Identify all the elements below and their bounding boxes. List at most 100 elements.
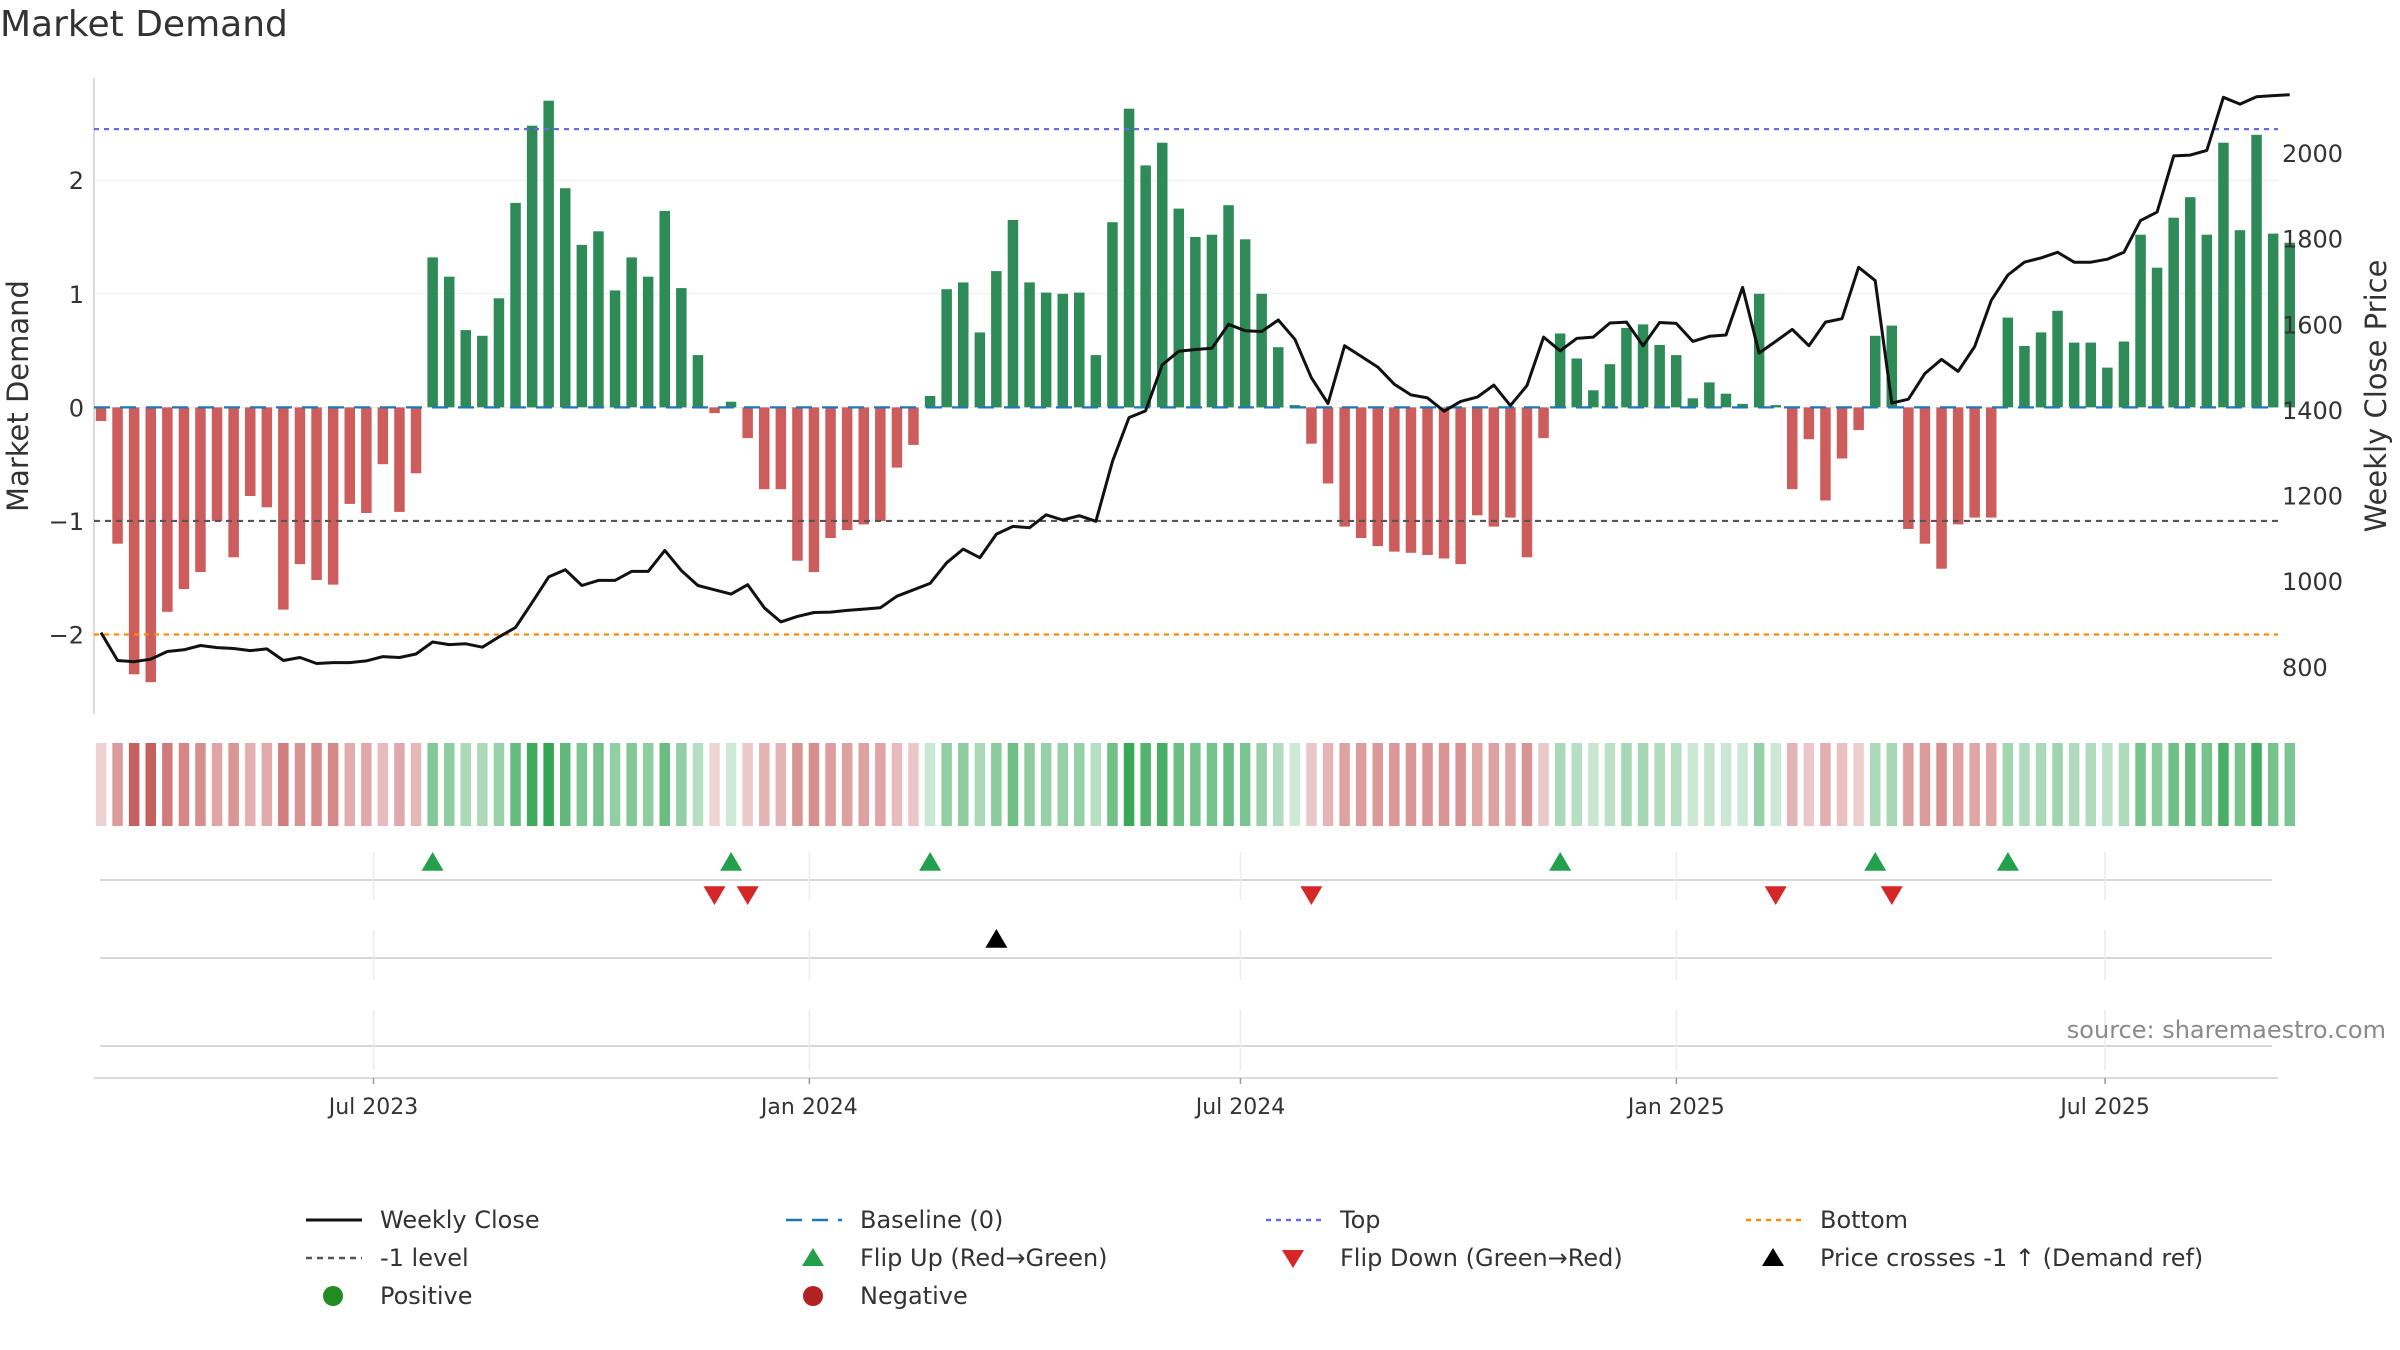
heat-cell xyxy=(195,743,206,826)
y-tick-label: 1 xyxy=(69,281,84,309)
negative-demand-bar xyxy=(1836,407,1848,459)
heat-cell xyxy=(1936,743,1947,826)
positive-demand-bar xyxy=(1024,282,1035,408)
legend-item-top: Top xyxy=(1260,1206,1381,1234)
heat-cell xyxy=(2151,743,2163,826)
heat-cell xyxy=(2185,743,2196,826)
heat-cell xyxy=(526,743,538,826)
negative-demand-bar xyxy=(311,407,322,580)
heat-cell xyxy=(808,743,820,826)
flip-up-marker xyxy=(421,852,444,871)
heat-cell xyxy=(2052,743,2063,826)
heat-cell xyxy=(1405,743,1417,826)
flip-down-marker xyxy=(1300,886,1323,905)
positive-demand-bar xyxy=(444,276,455,408)
heat-cell xyxy=(825,743,836,826)
positive-demand-bar xyxy=(1704,382,1715,408)
cross-swatch-icon xyxy=(1762,1248,1784,1266)
heat-cell xyxy=(178,743,190,826)
negative-demand-bar xyxy=(1488,407,1500,527)
negative-demand-bar xyxy=(95,407,107,421)
heat-cell xyxy=(991,743,1002,826)
legend-item-negative: Negative xyxy=(780,1282,968,1310)
legend-item-minus1: -1 level xyxy=(300,1244,469,1272)
heat-cell xyxy=(327,743,339,826)
heat-cell xyxy=(1422,743,1433,826)
x-tick-label: Jul 2023 xyxy=(327,1095,419,1120)
positive-demand-bar xyxy=(576,244,588,408)
positive-demand-bar xyxy=(2218,142,2229,408)
weekly-close-swatch-icon xyxy=(306,1218,362,1222)
price-line-layer xyxy=(99,93,2290,665)
positive-demand-bar xyxy=(2251,134,2262,408)
heat-cell xyxy=(228,743,239,826)
flip-down-swatch-icon xyxy=(1282,1250,1304,1268)
chart-title: Market Demand xyxy=(0,4,288,45)
positive-demand-bar xyxy=(1273,347,1284,408)
heat-strip xyxy=(95,743,2295,826)
y2-tick-label: 1800 xyxy=(2282,226,2343,254)
heat-cell xyxy=(891,743,903,826)
heat-cell xyxy=(112,743,123,826)
heat-cell xyxy=(775,743,787,826)
heat-cell xyxy=(1355,743,1367,826)
minus1-swatch-icon xyxy=(306,1256,362,1260)
positive-demand-bar xyxy=(1654,344,1665,408)
y2-tick-label: 1000 xyxy=(2282,568,2343,596)
positive-demand-bar xyxy=(1554,333,1566,408)
heat-cell xyxy=(1986,743,1997,826)
heat-cell xyxy=(311,743,322,826)
heat-cell xyxy=(2068,743,2080,826)
heat-cell xyxy=(1140,743,1151,826)
y-axis-label: Market Demand xyxy=(1,280,35,512)
negative-demand-bar xyxy=(145,407,156,683)
heat-cell xyxy=(941,743,952,826)
positive-demand-bar xyxy=(725,401,737,408)
heat-cell xyxy=(2035,743,2047,826)
negative-swatch-icon xyxy=(803,1286,823,1306)
negative-demand-bar xyxy=(858,407,869,525)
heat-cell xyxy=(841,743,853,826)
heat-cell xyxy=(1654,743,1665,826)
negative-demand-bar xyxy=(361,407,372,513)
heat-cell xyxy=(1074,743,1085,826)
axis-labels: Market Demand Weekly Close Price xyxy=(1,260,2393,533)
negative-demand-bar xyxy=(1919,407,1931,544)
plot-frame xyxy=(93,78,2278,1079)
negative-demand-bar xyxy=(1422,407,1433,555)
heat-cell xyxy=(1820,743,1831,826)
heat-cell xyxy=(1886,743,1897,826)
flip-up-marker xyxy=(919,852,942,871)
legend-item-flip-down: Flip Down (Green→Red) xyxy=(1260,1244,1623,1272)
positive-demand-bar xyxy=(1107,222,1118,408)
heat-cell xyxy=(1671,743,1682,826)
heat-cell xyxy=(1256,743,1267,826)
heat-cell xyxy=(1521,743,1533,826)
heat-cell xyxy=(1870,743,1881,826)
positive-demand-bar xyxy=(692,355,704,408)
positive-demand-bar xyxy=(958,282,969,408)
x-tick-label: Jul 2024 xyxy=(1194,1095,1286,1120)
positive-demand-bar xyxy=(1223,205,1234,408)
positive-demand-bar xyxy=(941,289,952,408)
price-cross-marker xyxy=(985,929,1008,948)
flip-up-marker xyxy=(720,852,743,871)
heat-cell xyxy=(95,743,107,826)
event-markers xyxy=(100,852,2272,1070)
flip-up-marker xyxy=(1864,852,1887,871)
positive-demand-bar xyxy=(659,210,670,408)
positive-demand-bar xyxy=(543,100,554,408)
heat-cell xyxy=(709,743,720,826)
heat-cell xyxy=(1488,743,1500,826)
heat-cell xyxy=(1554,743,1566,826)
heat-cell xyxy=(958,743,969,826)
negative-demand-bar xyxy=(394,407,405,512)
heat-cell xyxy=(1687,743,1699,826)
x-tick-label: Jan 2024 xyxy=(759,1095,858,1120)
legend-item-cross: Price crosses -1 ↑ (Demand ref) xyxy=(1740,1244,2203,1272)
heat-cell xyxy=(245,743,256,826)
heat-cell xyxy=(792,743,803,826)
heat-cell xyxy=(427,743,438,826)
heat-cell xyxy=(1853,743,1864,826)
negative-demand-bar xyxy=(808,407,820,573)
